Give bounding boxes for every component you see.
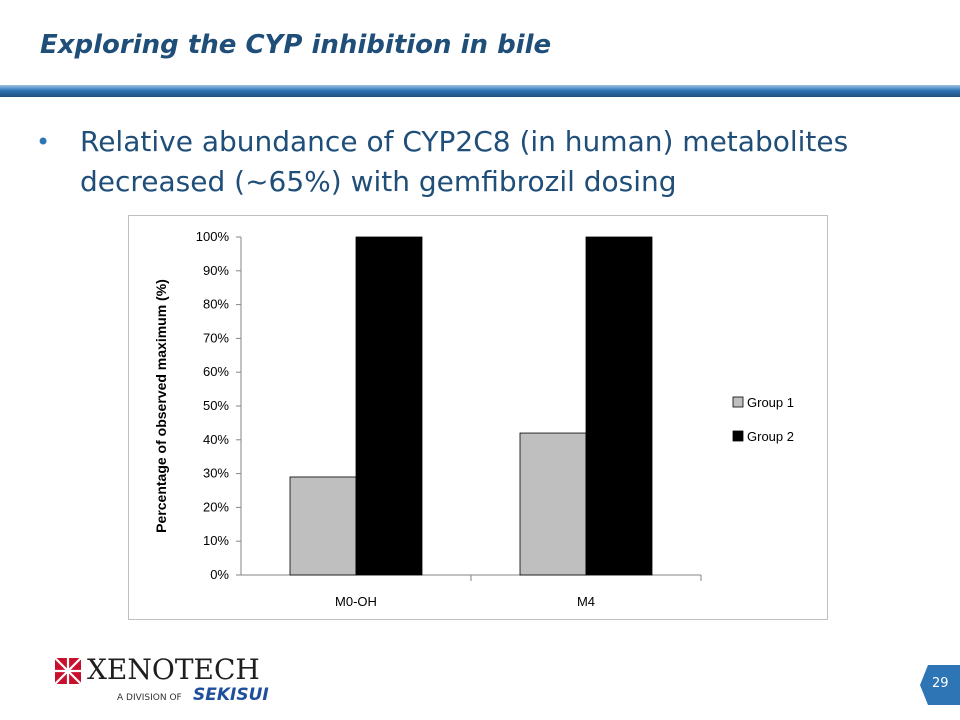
- y-tick-label: 20%: [203, 499, 229, 514]
- xenotech-logo: XENOTECH A DIVISION OF SEKISUI: [55, 653, 269, 710]
- page-number: 29: [932, 676, 949, 691]
- bar-group-2-m4: [585, 236, 653, 576]
- bullet-item: • Relative abundance of CYP2C8 (in human…: [30, 122, 930, 202]
- y-axis-title: Percentage of observed maximum (%): [153, 279, 169, 533]
- y-tick-label: 60%: [203, 364, 229, 379]
- y-tick-label: 70%: [203, 330, 229, 345]
- bullet-list: • Relative abundance of CYP2C8 (in human…: [30, 122, 930, 202]
- logo-wordmark: XENOTECH: [87, 653, 260, 686]
- x-tick-label: M4: [577, 594, 595, 609]
- logo-division-text: A DIVISION OF: [117, 693, 182, 703]
- bar-group-2-m0-oh: [355, 236, 423, 576]
- y-tick-label: 80%: [203, 297, 229, 312]
- bar-group-1-m0-oh: [289, 476, 357, 576]
- y-tick-label: 0%: [210, 567, 229, 582]
- y-tick-label: 10%: [203, 533, 229, 548]
- page-number-tab: [920, 665, 960, 705]
- xenotech-logo-mark-icon: [55, 658, 81, 684]
- logo-parent-name: SEKISUI: [193, 685, 269, 705]
- y-tick-label: 100%: [196, 229, 230, 244]
- chart-frame: 0% 10% 20% 30% 40% 50% 60% 70% 80% 90% 100% Percent…: [128, 215, 828, 620]
- title-underline-bar: [0, 85, 960, 97]
- y-tick-label: 30%: [203, 466, 229, 481]
- bullet-dot-icon: •: [36, 128, 51, 156]
- y-tick-label: 40%: [203, 432, 229, 447]
- legend-swatch: [732, 396, 744, 408]
- y-tick-label: 90%: [203, 263, 229, 278]
- legend-swatch: [732, 430, 744, 442]
- x-tick-label: M0-OH: [335, 594, 377, 609]
- slide-title: Exploring the CYP inhibition in bile: [40, 30, 552, 60]
- bar-group-1-m4: [519, 432, 587, 576]
- y-tick-label: 50%: [203, 398, 229, 413]
- legend-label: Group 1: [747, 395, 794, 410]
- legend-label: Group 2: [747, 429, 794, 444]
- bullet-text: Relative abundance of CYP2C8 (in human) …: [80, 125, 849, 198]
- bar-chart: 0% 10% 20% 30% 40% 50% 60% 70% 80% 90% 100% Percent…: [153, 229, 794, 609]
